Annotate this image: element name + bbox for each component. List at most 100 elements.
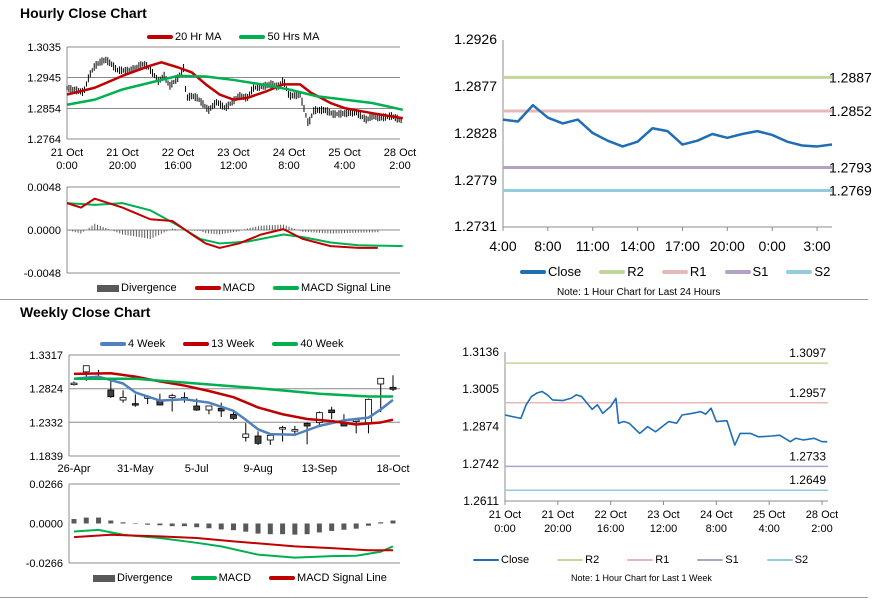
legend-item: MACD: [190, 572, 251, 584]
legend-label: R1: [655, 554, 670, 566]
legend-item: 4 Week: [100, 338, 165, 350]
level-label: 1.2649: [789, 473, 826, 487]
x-tick-label: 22 Oct: [162, 147, 194, 159]
candle-body: [242, 433, 250, 438]
candle-body: [82, 365, 90, 373]
divergence-bar: [206, 523, 212, 529]
level-label: 1.3097: [789, 346, 826, 360]
ma-line-13-week: [73, 371, 394, 426]
weekly-price-legend: 4 Week 13 Week 40 Week: [100, 338, 362, 350]
legend-swatch: [627, 559, 654, 561]
legend-item: S1: [697, 554, 739, 566]
candle-body: [377, 377, 385, 385]
weekly-macd-legend: Divergence MACD MACD Signal Line: [93, 572, 405, 584]
legend-label: S2: [794, 554, 809, 566]
divergence-bar: [218, 523, 224, 530]
divergence-bar: [304, 523, 310, 535]
legend-label: S2: [814, 264, 831, 279]
x-tick-label: 28 Oct: [384, 147, 416, 159]
legend-item: Divergence: [97, 282, 177, 294]
x-tick-label: 12:00: [650, 523, 678, 535]
candle-body: [266, 434, 274, 441]
day-note: Note: 1 Hour Chart for Last 24 Hours: [557, 287, 721, 298]
x-tick-label: 21 Oct: [489, 509, 521, 521]
legend-item: R2: [557, 554, 599, 566]
close-line: [502, 103, 833, 148]
divergence-bar: [157, 523, 163, 526]
level-label: 1.2733: [789, 449, 826, 463]
y-tick-label: 1.3317: [29, 350, 63, 362]
x-tick-label: 17:00: [665, 238, 700, 254]
divergence-bar: [194, 523, 200, 528]
y-tick-label: 0.0000: [27, 225, 61, 237]
y-tick-label: -0.0266: [26, 558, 63, 570]
y-tick-label: 1.2824: [29, 384, 63, 396]
divergence-bar: [145, 523, 151, 525]
legend-swatch: [269, 576, 296, 580]
legend-label: Divergence: [117, 572, 173, 584]
legend-item: R2: [599, 264, 644, 279]
legend-label: 50 Hrs MA: [267, 31, 320, 43]
week-note: Note: 1 Hour Chart for Last 1 Week: [571, 573, 712, 583]
x-tick-label: 23 Oct: [647, 509, 679, 521]
legend-swatch: [190, 576, 217, 580]
legend-label: Close: [501, 554, 530, 566]
legend-label: MACD Signal Line: [297, 572, 387, 584]
close-line: [504, 390, 828, 446]
x-tick-label: 13-Sep: [302, 463, 337, 475]
candle-body: [119, 396, 127, 401]
level-label: 1.2887: [829, 69, 872, 85]
legend-item: R1: [627, 554, 669, 566]
y-tick-label: 1.2877: [454, 78, 497, 94]
x-tick-label: 8:00: [534, 238, 561, 254]
divergence-bar: [390, 520, 396, 524]
legend-label: R2: [585, 554, 600, 566]
legend-label: Divergence: [121, 282, 177, 294]
divergence-bar: [169, 523, 175, 527]
x-tick-label: 16:00: [597, 523, 625, 535]
x-tick-label: 20:00: [544, 523, 572, 535]
candle-body: [315, 412, 323, 424]
y-tick-label: 1.3035: [27, 42, 61, 54]
level-label: 1.2957: [789, 386, 826, 400]
macd-line-macd-signal-line: [73, 533, 393, 552]
legend-label: Close: [548, 264, 582, 279]
candle-body: [107, 389, 115, 398]
legend-swatch: [766, 559, 793, 561]
divergence-bar: [378, 522, 384, 524]
y-tick-label: 0.0266: [29, 479, 63, 491]
level-label: 1.2852: [829, 103, 872, 119]
x-tick-label: 9-Aug: [243, 463, 272, 475]
legend-label: MACD Signal Line: [301, 282, 391, 294]
candle-body: [131, 403, 139, 406]
legend-label: 20 Hr MA: [175, 31, 222, 43]
candle-body: [217, 407, 225, 412]
x-tick-label: 24 Oct: [273, 147, 305, 159]
legend-item: 20 Hr MA: [147, 31, 221, 43]
macd-line-macd: [66, 197, 378, 249]
y-tick-label: 1.2611: [463, 494, 499, 508]
divergence-bar: [120, 522, 126, 524]
x-tick-label: 2:00: [389, 160, 410, 172]
divergence-bar: [353, 523, 359, 529]
x-tick-label: 12:00: [220, 160, 248, 172]
divergence-bar: [181, 523, 187, 527]
y-tick-label: 1.2945: [27, 73, 61, 85]
macd-line-macd: [73, 528, 394, 559]
x-tick-label: 8:00: [706, 523, 727, 535]
x-tick-label: 26-Apr: [57, 463, 90, 475]
x-tick-label: 21 Oct: [51, 147, 83, 159]
y-tick-label: 1.3136: [462, 345, 499, 359]
legend-swatch: [272, 342, 299, 346]
x-tick-label: 24 Oct: [700, 509, 732, 521]
x-tick-label: 28 Oct: [806, 509, 838, 521]
x-tick-label: 3:00: [803, 238, 830, 254]
legend-swatch: [599, 269, 626, 274]
x-tick-label: 21 Oct: [542, 509, 574, 521]
legend-swatch: [273, 286, 300, 290]
ma-line-20-hr-ma: [66, 61, 403, 120]
y-tick-label: 0.0000: [29, 519, 63, 531]
bottom-divider: [0, 597, 868, 598]
legend-item: MACD Signal Line: [273, 282, 391, 294]
x-tick-label: 5-Jul: [185, 463, 209, 475]
